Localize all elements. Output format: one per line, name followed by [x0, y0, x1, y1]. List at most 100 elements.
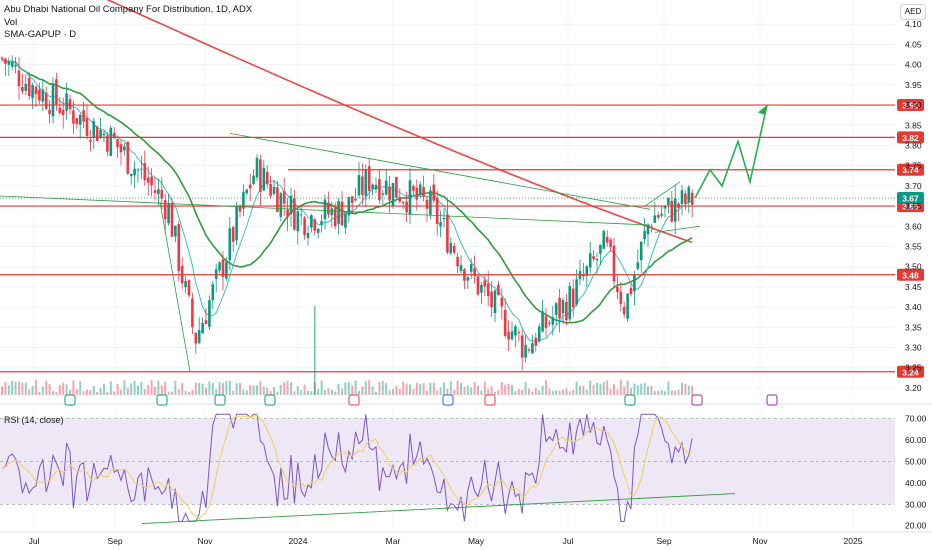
candle[interactable]: [289, 195, 293, 214]
candle[interactable]: [527, 349, 531, 351]
candle[interactable]: [456, 256, 459, 267]
candle[interactable]: [4, 58, 7, 64]
candle[interactable]: [622, 306, 626, 315]
candle[interactable]: [340, 201, 344, 226]
candle[interactable]: [459, 265, 463, 272]
candle[interactable]: [452, 245, 456, 253]
candle[interactable]: [51, 83, 55, 117]
candle[interactable]: [537, 326, 541, 342]
candle[interactable]: [374, 184, 378, 190]
candle[interactable]: [673, 198, 677, 222]
candle[interactable]: [55, 79, 58, 105]
event-marker-icon[interactable]: [348, 394, 360, 406]
candle[interactable]: [408, 180, 412, 215]
candle[interactable]: [323, 199, 327, 220]
candle[interactable]: [221, 259, 225, 277]
candle[interactable]: [391, 183, 395, 207]
candle[interactable]: [684, 193, 687, 204]
candle[interactable]: [636, 262, 640, 269]
candle[interactable]: [106, 135, 109, 152]
candle[interactable]: [357, 175, 361, 196]
trend-line[interactable]: [159, 201, 191, 372]
candle[interactable]: [367, 166, 371, 191]
event-marker-icon[interactable]: [64, 394, 76, 406]
event-marker-icon[interactable]: [214, 394, 226, 406]
candle[interactable]: [208, 300, 211, 327]
candle[interactable]: [401, 202, 405, 204]
trend-line[interactable]: [0, 195, 651, 226]
candle[interactable]: [599, 244, 602, 254]
candle[interactable]: [316, 229, 320, 233]
trend-line[interactable]: [229, 132, 651, 210]
candle[interactable]: [605, 236, 609, 243]
candle[interactable]: [558, 297, 561, 319]
event-marker-icon[interactable]: [156, 394, 168, 406]
candle[interactable]: [276, 187, 279, 213]
candle[interactable]: [439, 222, 442, 227]
candle[interactable]: [327, 202, 330, 215]
candle[interactable]: [531, 343, 534, 354]
candle[interactable]: [99, 129, 102, 138]
forecast-path[interactable]: [694, 104, 768, 199]
candle[interactable]: [592, 256, 595, 260]
event-markers[interactable]: [64, 394, 778, 406]
candle[interactable]: [486, 283, 490, 297]
candle[interactable]: [34, 86, 38, 95]
candle[interactable]: [92, 120, 96, 138]
candle[interactable]: [75, 118, 79, 125]
candle[interactable]: [626, 293, 629, 319]
candle[interactable]: [517, 332, 521, 334]
candle[interactable]: [38, 89, 41, 101]
candle[interactable]: [337, 201, 340, 224]
candle[interactable]: [480, 284, 483, 293]
event-marker-icon[interactable]: [264, 394, 276, 406]
candle[interactable]: [534, 337, 538, 346]
candle[interactable]: [667, 197, 670, 206]
event-marker-icon[interactable]: [484, 394, 496, 406]
trend-lines[interactable]: [0, 104, 768, 372]
candle[interactable]: [425, 199, 429, 209]
candle[interactable]: [255, 157, 259, 178]
candle[interactable]: [561, 300, 565, 314]
candle[interactable]: [0, 57, 4, 59]
candle[interactable]: [174, 225, 177, 237]
candle[interactable]: [126, 141, 130, 174]
candle[interactable]: [293, 198, 296, 230]
event-marker-icon[interactable]: [766, 394, 778, 406]
candle[interactable]: [95, 126, 99, 142]
candle[interactable]: [653, 215, 657, 223]
candle[interactable]: [616, 286, 619, 293]
candle[interactable]: [109, 127, 113, 156]
candle[interactable]: [119, 144, 123, 153]
candle[interactable]: [466, 277, 470, 281]
candle[interactable]: [167, 203, 170, 224]
rsi-pane[interactable]: 20.00 30.00 40.00 50.00 60.00 70.00: [0, 414, 927, 531]
wedge-line[interactable]: [644, 181, 681, 207]
candle[interactable]: [541, 311, 544, 332]
candle[interactable]: [398, 196, 402, 202]
candle[interactable]: [571, 288, 575, 308]
candle[interactable]: [248, 184, 252, 189]
candle[interactable]: [429, 190, 432, 215]
candle[interactable]: [82, 110, 85, 122]
candle[interactable]: [201, 322, 204, 334]
candle[interactable]: [184, 280, 187, 288]
candle[interactable]: [238, 206, 242, 212]
candle[interactable]: [565, 302, 568, 321]
candle[interactable]: [133, 168, 136, 176]
candle[interactable]: [320, 221, 323, 226]
candle[interactable]: [656, 215, 660, 218]
wedge-line[interactable]: [654, 225, 701, 233]
candle[interactable]: [500, 297, 504, 307]
candle[interactable]: [405, 201, 408, 213]
candle[interactable]: [252, 175, 255, 184]
candle[interactable]: [204, 320, 208, 325]
candle[interactable]: [163, 200, 167, 220]
candle[interactable]: [245, 189, 249, 194]
candle[interactable]: [381, 193, 385, 195]
candle[interactable]: [231, 227, 235, 242]
candle[interactable]: [422, 186, 425, 197]
candle[interactable]: [299, 214, 303, 216]
candle[interactable]: [371, 184, 374, 190]
